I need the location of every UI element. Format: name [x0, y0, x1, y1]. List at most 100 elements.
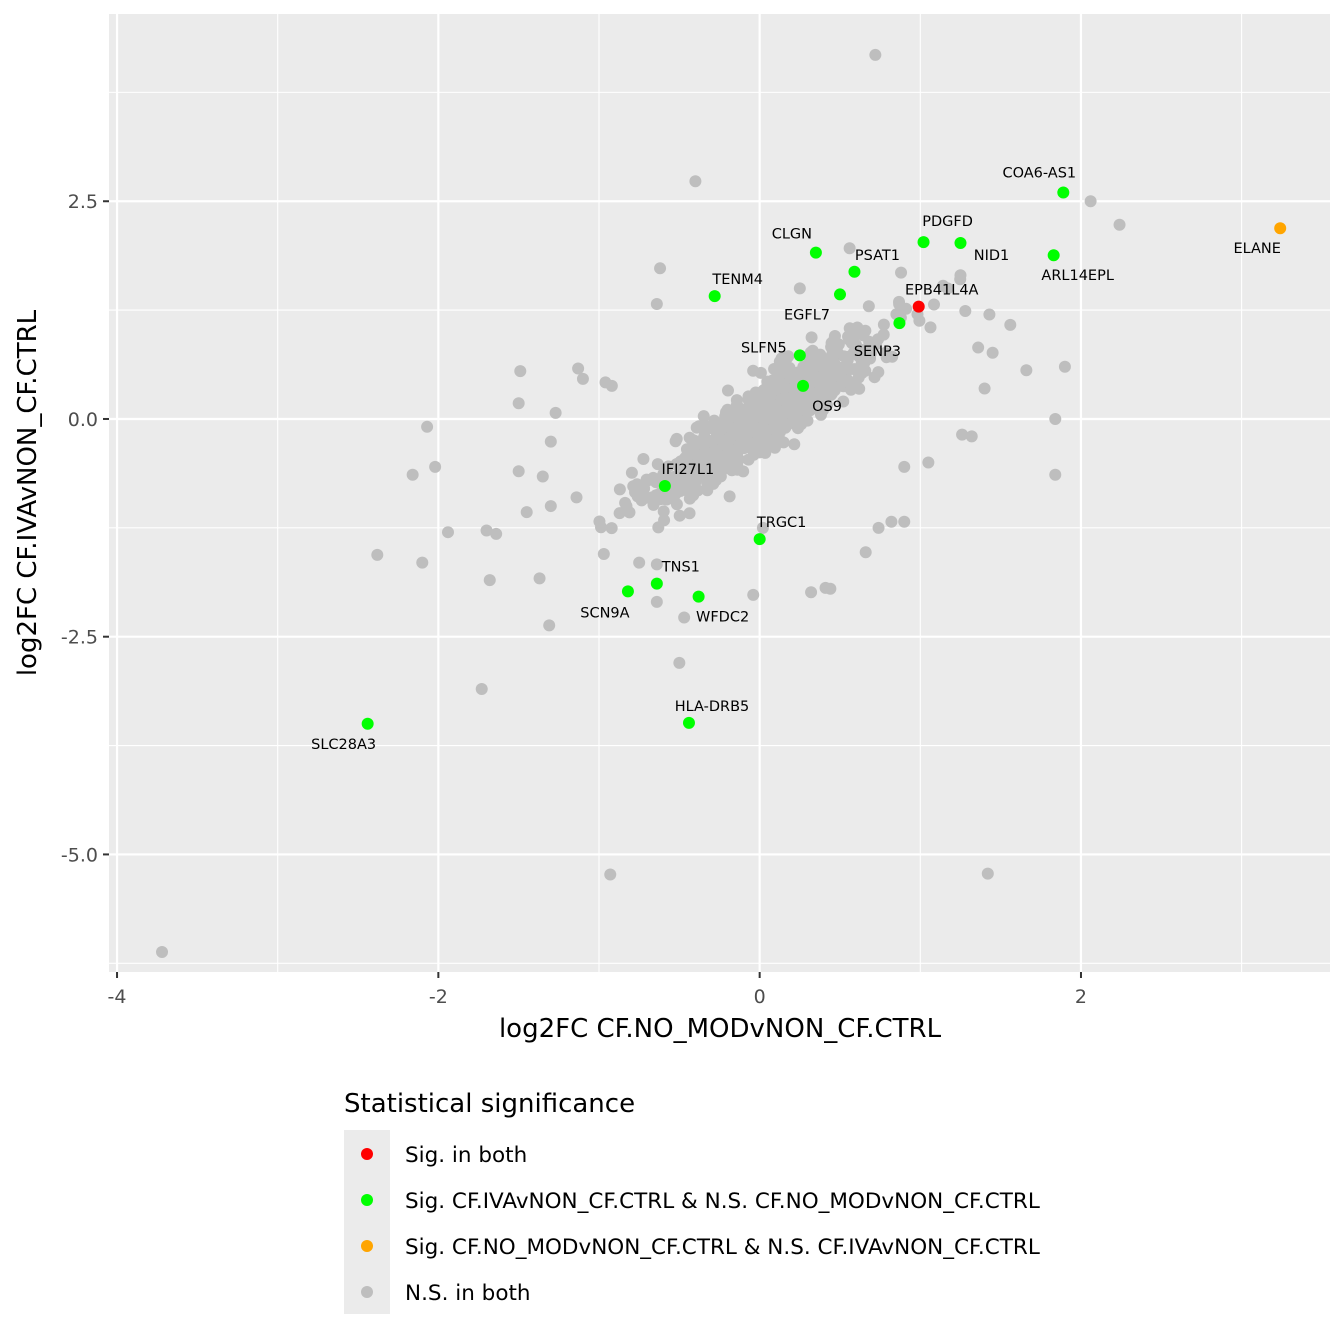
sig-point	[682, 716, 695, 729]
x-axis-title: log2FC CF.NO_MODvNON_CF.CTRL	[499, 1014, 942, 1044]
legend-key-iva_only	[361, 1194, 373, 1206]
ns-point	[723, 490, 736, 503]
ns-point	[924, 321, 937, 334]
ns-point	[817, 368, 830, 381]
ns-point	[647, 498, 660, 511]
ns-point	[877, 318, 890, 331]
ns-point	[872, 521, 885, 534]
ns-point	[689, 448, 702, 461]
ns-point	[625, 466, 638, 479]
ns-point	[623, 506, 636, 519]
ns-point	[649, 476, 662, 489]
point-label: OS9	[812, 399, 842, 415]
sig-point	[1274, 222, 1287, 235]
ns-point	[718, 437, 731, 450]
ns-point	[869, 338, 882, 351]
ns-point	[767, 382, 780, 395]
sig-point	[753, 533, 766, 546]
ns-point	[700, 454, 713, 467]
ns-point	[605, 522, 618, 535]
ns-point	[650, 298, 663, 311]
ns-points-layer	[156, 48, 1126, 958]
ns-point	[570, 491, 583, 504]
major-gridlines	[109, 14, 1330, 972]
ns-point	[747, 588, 760, 601]
ns-point	[678, 611, 691, 624]
ns-point	[429, 460, 442, 473]
ns-point	[514, 365, 527, 378]
ns-point	[922, 456, 935, 469]
ns-point	[593, 515, 606, 528]
sig-point	[658, 480, 671, 493]
ns-point	[633, 556, 646, 569]
ns-point	[758, 384, 771, 397]
ns-point	[983, 308, 996, 321]
ns-point	[872, 366, 885, 379]
ns-point	[480, 524, 493, 537]
point-label: ARL14EPL	[1041, 268, 1114, 284]
point-label: PDGFD	[922, 214, 973, 230]
x-tick-label: -4	[108, 986, 127, 1008]
ns-point	[599, 376, 612, 389]
ns-point	[981, 867, 994, 880]
ns-point	[753, 425, 766, 438]
ns-point	[1020, 364, 1033, 377]
ns-point	[927, 298, 940, 311]
legend: Statistical significance Sig. in both Sig…	[344, 1089, 1040, 1314]
sig-point	[650, 577, 663, 590]
sig-point	[361, 717, 374, 730]
point-label: NID1	[974, 248, 1010, 264]
point-label: EGFL7	[784, 307, 830, 323]
ns-point	[941, 282, 954, 295]
sig-point	[692, 590, 705, 603]
ns-point	[1049, 468, 1062, 481]
ns-point	[986, 346, 999, 359]
ns-point	[913, 314, 926, 327]
legend-key-nomod_only	[361, 1240, 373, 1252]
y-tick-label: -2.5	[61, 627, 98, 649]
plot-panel	[109, 14, 1330, 972]
point-label: TRGC1	[756, 515, 807, 531]
ns-point	[536, 470, 549, 483]
ns-point	[657, 505, 670, 518]
ns-point	[713, 470, 726, 483]
legend-title: Statistical significance	[344, 1089, 635, 1119]
ns-point	[475, 682, 488, 695]
ns-point	[651, 458, 664, 471]
ns-point	[972, 341, 985, 354]
ns-point	[683, 507, 696, 520]
ns-point	[686, 433, 699, 446]
legend-label-iva_only: Sig. CF.IVAvNON_CF.CTRL & N.S. CF.NO_MOD…	[405, 1189, 1040, 1214]
ns-point	[869, 48, 882, 61]
legend-key-ns	[361, 1286, 373, 1298]
point-label: SENP3	[854, 344, 901, 360]
point-label: EPB41L4A	[905, 283, 979, 299]
ns-point	[895, 266, 908, 279]
ns-point	[859, 324, 872, 337]
ns-point	[689, 175, 702, 188]
ns-point	[809, 375, 822, 388]
point-labels-layer: EPB41L4A COA6-AS1 PDGFD NID1 CLGN PSAT1 ARL14E…	[311, 166, 1281, 753]
x-tick-label: 2	[1075, 986, 1087, 1008]
y-tick-label: -5.0	[61, 844, 98, 866]
ns-point	[778, 394, 791, 407]
ns-point	[746, 402, 759, 415]
ns-point	[483, 574, 496, 587]
ns-point	[748, 412, 761, 425]
ns-point	[679, 467, 692, 480]
ns-point	[512, 397, 525, 410]
point-label: PSAT1	[855, 248, 900, 264]
y-tick-label: 2.5	[68, 191, 98, 213]
ns-point	[520, 506, 533, 519]
ns-point	[512, 465, 525, 478]
ns-point	[793, 282, 806, 295]
legend-label-nomod_only: Sig. CF.NO_MODvNON_CF.CTRL & N.S. CF.IVA…	[405, 1235, 1040, 1260]
ns-point	[687, 479, 700, 492]
ns-point	[1004, 318, 1017, 331]
ns-point	[735, 436, 748, 449]
ns-point	[1058, 360, 1071, 373]
ns-point	[572, 362, 585, 375]
point-label: CLGN	[772, 227, 812, 243]
ns-point	[631, 478, 644, 491]
ns-point	[576, 372, 589, 385]
